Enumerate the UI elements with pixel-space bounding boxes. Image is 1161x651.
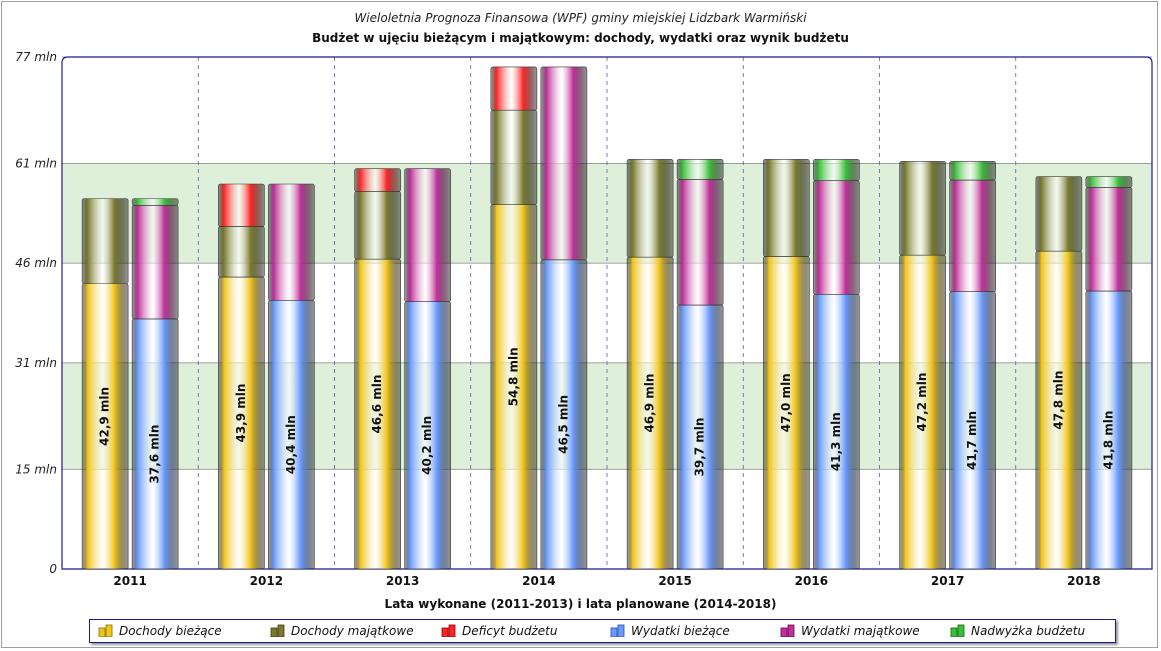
chart-subtitle: Wieloletnia Prognoza Finansowa (WPF) gmi… [354,11,807,25]
legend-item-wydatki-majatkowe: Wydatki majątkowe [780,624,920,640]
expense-bar-wydatki_majatkowe [676,179,724,306]
income-bar-deficyt [218,183,265,227]
income-bar-dochody_majatkowe [899,161,946,256]
y-tick-label: 61 mln [15,156,57,170]
y-tick-label: 0 [49,562,57,576]
chart-title: Budżet w ujęciu bieżącym i majątkowym: d… [312,31,849,45]
expense-bar-wydatki_majatkowe [813,180,860,295]
y-tick-label: 46 mln [15,256,57,270]
expense-data-label: 46,5 mln [556,395,570,454]
legend-label: Dochody majątkowe [291,624,414,638]
expense-data-label: 39,7 mln [693,418,707,477]
income-data-label: 46,6 mln [370,375,384,434]
plot-border [61,56,1153,570]
income-data-label: 42,9 mln [98,387,112,446]
income-data-label: 47,8 mln [1051,371,1065,430]
legend-swatch-icon [950,624,965,638]
expense-bar-wydatki_majatkowe [1085,187,1133,292]
expense-bar-nadwyzka [813,159,860,181]
legend-swatch-icon [780,624,795,638]
expense-bar-wydatki_majatkowe [404,168,451,302]
income-bar-dochody_majatkowe [626,159,674,258]
expense-bar-nadwyzka [676,159,724,180]
expense-data-label: 41,3 mln [829,412,843,471]
y-tick-label: 31 mln [15,356,57,370]
expense-bar-wydatki_majatkowe [268,183,315,301]
legend: Dochody bieżące Dochody majątkowe Deficy… [89,619,1116,643]
y-tick-label: 77 mln [15,50,57,64]
expense-bar-wydatki_majatkowe [131,204,179,320]
expense-data-label: 40,4 mln [284,415,298,474]
legend-label: Nadwyżka budżetu [971,624,1086,638]
legend-label: Wydatki bieżące [631,624,730,638]
expense-bar-nadwyzka [949,161,996,181]
expense-data-label: 41,7 mln [965,411,979,470]
income-data-label: 54,8 mln [506,347,520,406]
x-tick-label: 2014 [522,574,555,588]
legend-item-nadwyzka: Nadwyżka budżetu [950,624,1085,640]
income-data-label: 47,2 mln [915,373,929,432]
income-bar-dochody_majatkowe [218,226,265,278]
expense-bar-nadwyzka [131,198,179,206]
expense-data-label: 37,6 mln [148,425,162,484]
expense-bar-wydatki_majatkowe [540,66,588,261]
income-bar-deficyt [354,168,401,192]
x-tick-label: 2015 [658,574,691,588]
legend-item-dochody-biezace: Dochody bieżące [98,624,222,640]
x-tick-label: 2016 [795,574,828,588]
income-bar-dochody_majatkowe [354,191,401,260]
x-axis-label: Lata wykonane (2011-2013) i lata planowa… [384,597,777,611]
income-bar-deficyt [490,66,538,111]
legend-label: Dochody bieżące [119,624,222,638]
income-data-label: 43,9 mln [234,384,248,443]
income-bar-dochody_majatkowe [763,159,810,257]
income-data-label: 47,0 mln [779,373,793,432]
legend-swatch-icon [441,624,456,638]
expense-data-label: 40,2 mln [420,416,434,475]
x-tick-label: 2012 [250,574,283,588]
x-tick-label: 2017 [931,574,964,588]
x-tick-label: 2018 [1067,574,1100,588]
income-bar-dochody_majatkowe [1035,176,1083,252]
legend-swatch-icon [270,624,285,638]
income-bar-dochody_majatkowe [81,198,129,285]
income-bar-dochody_majatkowe [490,109,538,205]
legend-item-wydatki-biezace: Wydatki bieżące [610,624,730,640]
legend-swatch-icon [98,624,113,638]
income-data-label: 46,9 mln [643,374,657,433]
legend-swatch-icon [610,624,625,638]
y-tick-label: 15 mln [15,462,57,476]
x-tick-label: 2011 [113,574,146,588]
expense-bar-wydatki_majatkowe [949,179,996,293]
expense-data-label: 41,8 mln [1101,411,1115,470]
legend-label: Wydatki majątkowe [801,624,920,638]
x-tick-label: 2013 [386,574,419,588]
legend-item-deficyt: Deficyt budżetu [441,624,557,640]
legend-item-dochody-majatkowe: Dochody majątkowe [270,624,414,640]
legend-label: Deficyt budżetu [462,624,558,638]
expense-bar-nadwyzka [1085,176,1133,188]
